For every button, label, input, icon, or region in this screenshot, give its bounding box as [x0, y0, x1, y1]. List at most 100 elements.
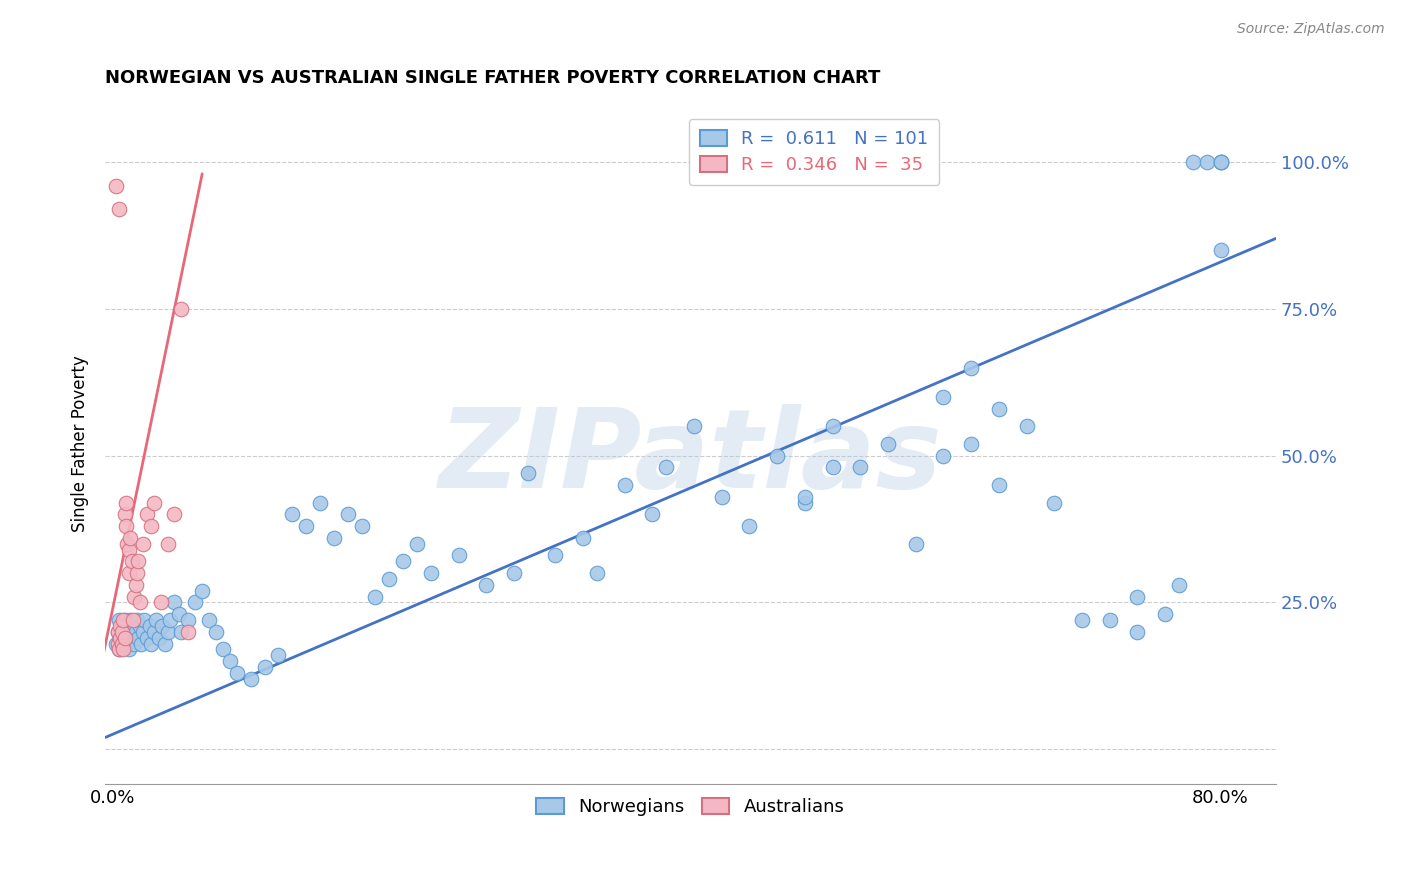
- Point: [503, 566, 526, 580]
- Point: [1168, 578, 1191, 592]
- Point: [131, 537, 153, 551]
- Point: [145, 613, 167, 627]
- Point: [115, 519, 138, 533]
- Point: [987, 478, 1010, 492]
- Point: [1209, 243, 1232, 257]
- Point: [544, 549, 567, 563]
- Point: [1154, 607, 1177, 622]
- Legend: Norwegians, Australians: Norwegians, Australians: [529, 790, 852, 823]
- Point: [108, 613, 131, 627]
- Point: [117, 537, 139, 551]
- Point: [309, 495, 332, 509]
- Point: [121, 554, 143, 568]
- Point: [105, 178, 128, 193]
- Point: [159, 613, 181, 627]
- Point: [516, 467, 538, 481]
- Point: [118, 566, 141, 580]
- Point: [149, 595, 172, 609]
- Point: [150, 619, 173, 633]
- Point: [111, 624, 134, 639]
- Point: [121, 631, 143, 645]
- Point: [131, 624, 153, 639]
- Point: [122, 619, 145, 633]
- Point: [184, 595, 207, 609]
- Point: [142, 495, 165, 509]
- Point: [170, 301, 193, 316]
- Point: [364, 590, 387, 604]
- Point: [821, 460, 844, 475]
- Point: [191, 583, 214, 598]
- Point: [267, 648, 290, 663]
- Point: [655, 460, 678, 475]
- Point: [419, 566, 441, 580]
- Point: [219, 654, 242, 668]
- Point: [148, 631, 170, 645]
- Point: [107, 624, 129, 639]
- Point: [118, 624, 141, 639]
- Point: [205, 624, 228, 639]
- Point: [904, 537, 927, 551]
- Point: [135, 631, 157, 645]
- Point: [107, 636, 129, 650]
- Point: [960, 437, 983, 451]
- Point: [960, 360, 983, 375]
- Point: [135, 508, 157, 522]
- Point: [108, 202, 131, 216]
- Point: [641, 508, 664, 522]
- Point: [212, 642, 235, 657]
- Point: [336, 508, 359, 522]
- Point: [124, 636, 146, 650]
- Point: [239, 672, 262, 686]
- Point: [1209, 155, 1232, 169]
- Point: [1071, 613, 1094, 627]
- Point: [120, 613, 142, 627]
- Point: [1126, 624, 1149, 639]
- Point: [127, 554, 149, 568]
- Point: [932, 390, 955, 404]
- Point: [821, 419, 844, 434]
- Point: [350, 519, 373, 533]
- Point: [225, 665, 247, 680]
- Point: [115, 619, 138, 633]
- Point: [128, 619, 150, 633]
- Point: [1126, 590, 1149, 604]
- Point: [683, 419, 706, 434]
- Y-axis label: Single Father Poverty: Single Father Poverty: [72, 356, 89, 533]
- Point: [110, 631, 132, 645]
- Point: [111, 636, 134, 650]
- Point: [1043, 495, 1066, 509]
- Point: [112, 624, 135, 639]
- Point: [586, 566, 609, 580]
- Point: [117, 636, 139, 650]
- Point: [115, 631, 138, 645]
- Point: [849, 460, 872, 475]
- Point: [793, 495, 815, 509]
- Point: [125, 613, 148, 627]
- Point: [177, 624, 200, 639]
- Point: [118, 542, 141, 557]
- Point: [118, 642, 141, 657]
- Point: [987, 401, 1010, 416]
- Point: [378, 572, 401, 586]
- Point: [170, 624, 193, 639]
- Point: [1015, 419, 1038, 434]
- Point: [139, 519, 162, 533]
- Point: [127, 631, 149, 645]
- Point: [475, 578, 498, 592]
- Point: [322, 531, 344, 545]
- Point: [110, 619, 132, 633]
- Point: [572, 531, 595, 545]
- Point: [125, 566, 148, 580]
- Point: [142, 624, 165, 639]
- Point: [114, 631, 136, 645]
- Point: [156, 624, 179, 639]
- Point: [447, 549, 470, 563]
- Point: [110, 631, 132, 645]
- Point: [114, 508, 136, 522]
- Point: [1181, 155, 1204, 169]
- Point: [877, 437, 900, 451]
- Point: [153, 636, 176, 650]
- Point: [281, 508, 304, 522]
- Point: [114, 613, 136, 627]
- Point: [108, 642, 131, 657]
